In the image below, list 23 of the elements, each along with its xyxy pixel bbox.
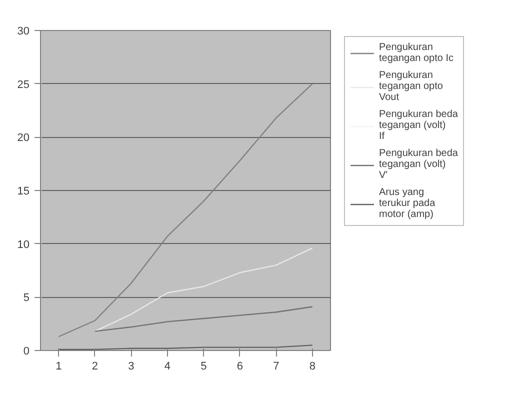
line-series (58, 83, 313, 338)
y-tick-label: 25 (17, 78, 30, 91)
y-tick-label: 0 (23, 346, 30, 358)
x-tick-label: 7 (273, 360, 280, 372)
x-tick-label: 3 (128, 360, 134, 372)
y-tick-label: 5 (23, 292, 30, 304)
y-tick-label: 15 (17, 186, 30, 198)
x-tick-label: 8 (309, 360, 316, 372)
legend-label: Pengukuran tegangan opto Ic (379, 42, 454, 64)
y-tick-label: 10 (17, 238, 30, 251)
y-tick-label: 20 (17, 132, 30, 144)
line-series (94, 306, 313, 332)
x-tick-label: 6 (236, 360, 243, 372)
x-tick-label: 4 (164, 360, 170, 372)
legend-label: Pengukuran beda tegangan (volt) If (379, 109, 458, 142)
x-tick-label: 5 (200, 360, 207, 372)
x-tick-label: 2 (92, 360, 98, 372)
legend-label: Pengukuran tegangan opto Vout (379, 70, 443, 103)
legend-label: Arus yang terukur pada motor (amp) (379, 187, 436, 220)
y-tick-label: 30 (17, 26, 30, 38)
line-series (94, 248, 313, 332)
legend-label: Pengukuran beda tegangan (volt) V' (379, 148, 458, 181)
x-tick-label: 1 (56, 360, 62, 372)
